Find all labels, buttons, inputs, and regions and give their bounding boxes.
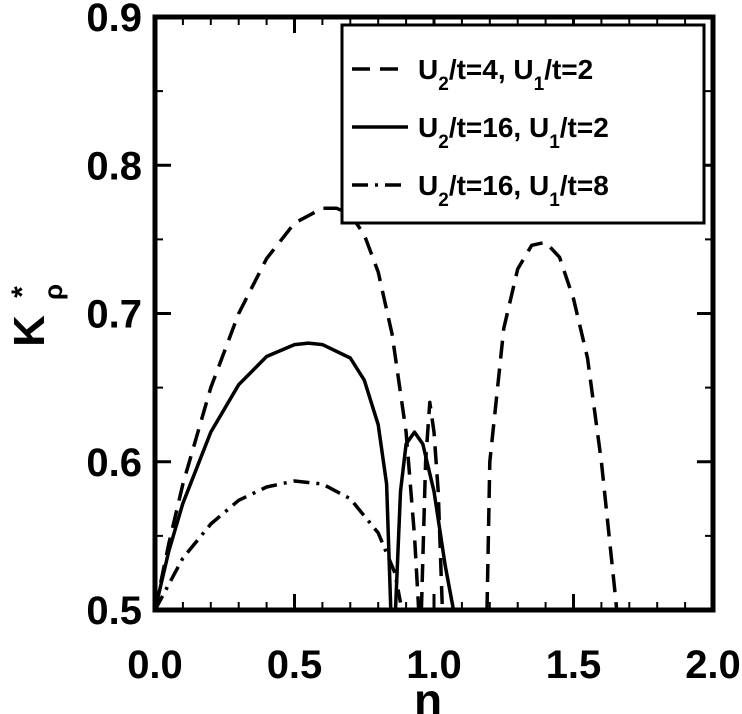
y-axis-label-superscript: * bbox=[6, 286, 39, 298]
y-tick-label: 0.7 bbox=[86, 293, 142, 337]
legend: U2/t=4, U1/t=2 U2/t=16, U1/t=2 U2/t=16, U1… bbox=[340, 23, 706, 225]
x-tick-label: 0.0 bbox=[127, 643, 183, 687]
series-line-1 bbox=[485, 240, 619, 611]
legend-label-2: U2/t=16, U1/t=2 bbox=[418, 112, 609, 153]
x-tick-label: 0.5 bbox=[267, 643, 323, 687]
series-line-1 bbox=[153, 206, 421, 611]
y-axis-label-main: K bbox=[5, 315, 54, 347]
legend-label-1: U2/t=4, U1/t=2 bbox=[418, 54, 593, 95]
series-line-1 bbox=[419, 400, 445, 611]
y-tick-label: 0.6 bbox=[86, 441, 142, 485]
x-axis-label: n bbox=[414, 674, 442, 714]
x-tick-label: 1.0 bbox=[406, 643, 462, 687]
series-line-3 bbox=[153, 479, 403, 611]
x-tick-label: 2.0 bbox=[685, 643, 741, 687]
series-line-2 bbox=[393, 430, 456, 611]
y-tick-label: 0.8 bbox=[86, 144, 142, 188]
x-tick-label: 1.5 bbox=[546, 643, 602, 687]
tick-labels: 0.0 0.5 1.0 1.5 2.0 0.5 0.6 0.7 0.8 0.9 bbox=[86, 0, 740, 687]
legend-label-3: U2/t=16, U1/t=8 bbox=[418, 170, 609, 211]
legend-box bbox=[340, 23, 706, 225]
y-tick-label: 0.5 bbox=[86, 589, 142, 633]
plot-area bbox=[153, 206, 619, 611]
plot-frame bbox=[152, 14, 716, 613]
series-line-2 bbox=[153, 341, 393, 611]
y-tick-label: 0.9 bbox=[86, 0, 142, 40]
y-axis-label: K * ρ bbox=[5, 284, 68, 347]
y-axis-label-subscript: ρ bbox=[38, 284, 68, 300]
